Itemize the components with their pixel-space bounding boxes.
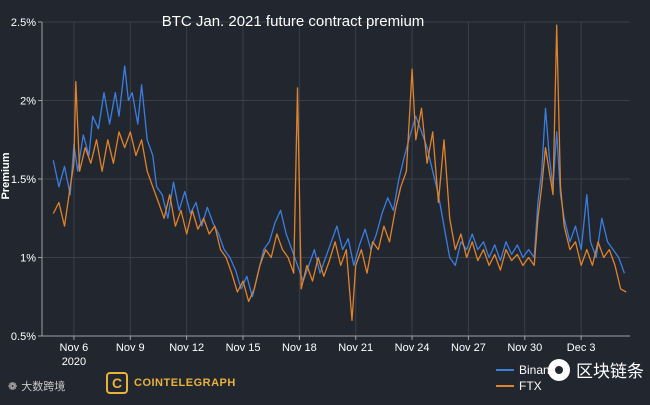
- y-axis-label: Premium: [0, 152, 12, 199]
- x-tick-label: Nov 30: [507, 342, 542, 354]
- x-tick-label: Nov 12: [169, 342, 204, 354]
- x-tick-label: Nov 15: [226, 342, 261, 354]
- axes: 0.5% 1% 1.5% 2% 2.5% Nov 6 2020 Nov 9 Nov 12 Nov …: [11, 17, 630, 368]
- wechat-icon: [548, 358, 570, 381]
- x-tick-sublabel: 2020: [62, 356, 86, 368]
- x-tick-label: Nov 21: [338, 342, 373, 354]
- x-tick-label: Nov 18: [282, 342, 317, 354]
- y-tick-label: 2.5%: [11, 17, 36, 29]
- source-watermark: ❁ 大数跨境: [8, 378, 65, 394]
- wechat-watermark: 区块链条: [548, 357, 644, 382]
- cointelegraph-logo-icon: C: [106, 372, 128, 394]
- x-tick-label: Dec 3: [567, 342, 596, 354]
- legend-label: FTX: [519, 379, 542, 393]
- y-tick-label: 0.5%: [11, 331, 36, 343]
- cointelegraph-name: COINTELEGRAPH: [134, 377, 236, 389]
- x-tick-label: Nov 24: [395, 342, 430, 354]
- grid: [42, 21, 630, 337]
- kaoyan-logo-icon: ❁: [8, 379, 18, 393]
- y-tick-label: 2%: [20, 96, 36, 108]
- cointelegraph-brand: C COINTELEGRAPH: [106, 372, 236, 394]
- y-tick-label: 1%: [20, 253, 36, 265]
- series-lines: [52, 24, 627, 321]
- series-line-ftx: [52, 24, 627, 321]
- chart-title: BTC Jan. 2021 future contract premium: [162, 13, 425, 30]
- series-line-binance: [52, 65, 626, 298]
- source-watermark-text: 大数跨境: [21, 380, 66, 393]
- x-tick-label: Nov 9: [116, 342, 145, 354]
- x-tick-label: Nov 27: [451, 342, 486, 354]
- y-tick-label: 1.5%: [11, 174, 36, 186]
- wechat-watermark-text: 区块链条: [576, 362, 644, 382]
- x-tick-label: Nov 6: [60, 342, 89, 354]
